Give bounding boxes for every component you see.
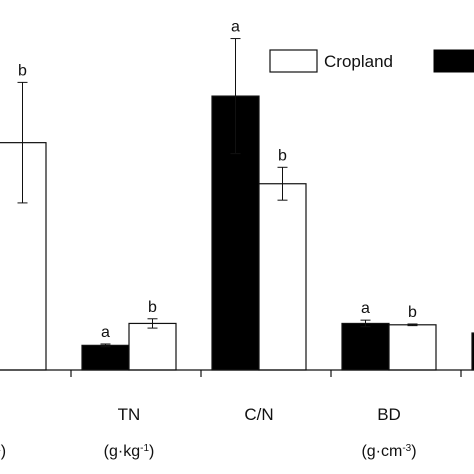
unit-label-0: -1) (0, 443, 6, 461)
bars-layer (0, 95, 474, 371)
legend: Cropland (269, 49, 474, 73)
error-bars-layer (17, 38, 418, 348)
significance-label-s0-c3: a (361, 300, 370, 317)
significance-label-s0-c2: a (231, 19, 240, 36)
category-label-1: TN (118, 405, 141, 424)
category-labels: -1)TN(g·kg-1)C/NBD(g·cm-3)SOCD(kg·C·m- (0, 405, 417, 461)
legend-swatch-cropland (269, 49, 318, 73)
significance-layer: aaaabbbbb (18, 19, 417, 341)
significance-label-s1-c2: b (278, 147, 287, 164)
bar-s0-c3 (341, 322, 390, 371)
x-axis (0, 369, 474, 377)
significance-label-s1-c1: b (148, 299, 157, 316)
legend-label-cropland: Cropland (324, 52, 393, 71)
bar-s0-c1 (81, 344, 130, 371)
bar-s0-c4 (471, 332, 474, 371)
category-label-2: C/N (244, 405, 273, 424)
bar-s1-c1 (128, 322, 177, 371)
bar-s1-c3 (388, 324, 437, 371)
significance-label-s1-c3: b (408, 304, 417, 321)
category-label-3: BD (377, 405, 401, 424)
unit-label-1: (g·kg-1) (104, 443, 155, 461)
legend-swatch-series-1 (433, 49, 474, 73)
unit-label-3: (g·cm-3) (361, 443, 416, 461)
significance-label-s0-c1: a (101, 324, 110, 341)
significance-label-s1-c0: b (18, 62, 27, 79)
bar-s1-c2 (258, 183, 307, 371)
